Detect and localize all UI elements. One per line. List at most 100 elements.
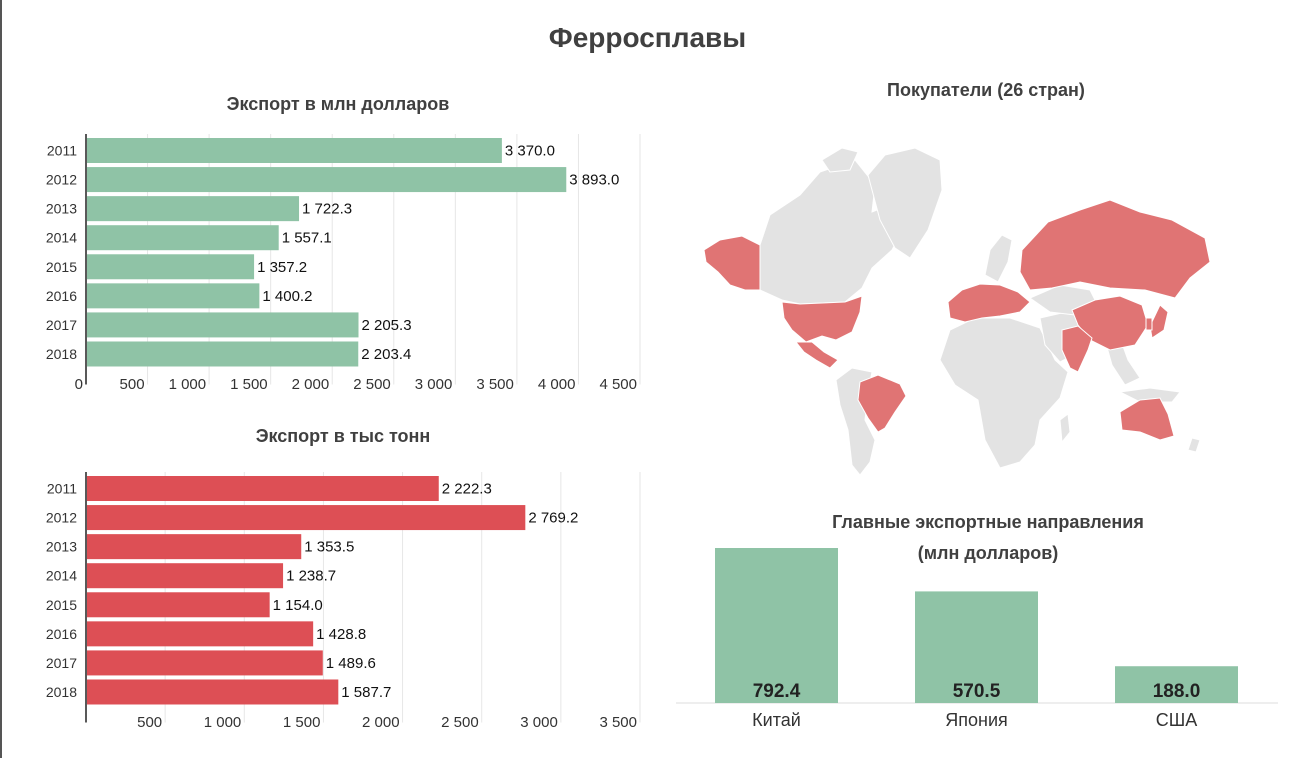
tons-export-chart: 500 1 000 1 500 2 000 2 500 3 000 3 500 2011 2 2… <box>46 472 641 731</box>
x-tick-label: 2 500 <box>441 714 479 731</box>
x-tick-label: 0 <box>75 376 83 393</box>
map-korea <box>1145 317 1153 331</box>
category-label: Китай <box>752 710 801 730</box>
bar <box>87 505 526 531</box>
bar <box>87 563 284 589</box>
bar <box>87 534 302 560</box>
map-australia <box>1119 397 1175 441</box>
bar <box>87 621 314 647</box>
value-label: 1 557.1 <box>282 230 332 247</box>
value-label: 1 400.2 <box>262 288 312 305</box>
category-label: 2016 <box>46 626 77 642</box>
x-tick-label: 2 500 <box>353 376 391 393</box>
value-label: 1 357.2 <box>257 259 307 276</box>
category-label: 2017 <box>46 317 77 333</box>
map-alaska <box>703 235 761 291</box>
destinations-title-line1: Главные экспортные направления <box>832 512 1144 532</box>
map-mexico <box>794 341 839 369</box>
category-label: 2012 <box>46 510 77 526</box>
x-tick-label: 500 <box>120 376 145 393</box>
value-label: 1 154.0 <box>273 597 323 614</box>
value-label: 1 722.3 <box>302 201 352 218</box>
value-label: 2 769.2 <box>528 510 578 527</box>
category-label: 2015 <box>46 259 77 275</box>
map-madagascar <box>1059 413 1071 444</box>
value-label: 3 893.0 <box>569 172 619 189</box>
value-label: 3 370.0 <box>505 143 555 160</box>
bar <box>87 254 255 280</box>
category-label: 2013 <box>46 201 77 217</box>
value-label: 1 428.8 <box>316 626 366 643</box>
category-label: 2013 <box>46 539 77 555</box>
x-tick-label: 4 500 <box>599 376 637 393</box>
x-tick-label: 3 000 <box>415 376 453 393</box>
map-indonesia <box>1118 387 1181 403</box>
value-label: 1 587.7 <box>341 684 391 701</box>
bar <box>87 476 439 501</box>
bar <box>87 341 359 367</box>
bar <box>87 196 300 222</box>
category-label: Япония <box>945 710 1008 730</box>
value-label: 1 238.7 <box>286 568 336 585</box>
x-tick-label: 500 <box>137 714 162 731</box>
value-label: 570.5 <box>953 681 1001 702</box>
value-label: 792.4 <box>753 681 801 702</box>
category-label: 2012 <box>46 172 77 188</box>
map-brazil <box>857 374 907 433</box>
world-map <box>703 147 1211 476</box>
destinations-title-line2: (млн долларов) <box>917 543 1059 563</box>
map-russia <box>1019 199 1211 299</box>
category-label: 2011 <box>47 481 77 497</box>
page-title: Ферросплавы <box>548 22 747 53</box>
x-tick-label: 3 500 <box>476 376 514 393</box>
chart-tons-title: Экспорт в тыс тонн <box>255 426 431 446</box>
x-tick-label: 2 000 <box>362 714 400 731</box>
x-tick-label: 3 000 <box>520 714 558 731</box>
map-title: Покупатели (26 стран) <box>887 80 1085 100</box>
bar <box>915 591 1038 703</box>
x-tick-label: 4 000 <box>538 376 576 393</box>
bar <box>87 650 323 676</box>
category-label: 2018 <box>46 346 77 362</box>
x-tick-label: 1 500 <box>283 714 321 731</box>
bar <box>87 225 279 251</box>
category-label: 2018 <box>46 684 77 700</box>
value-label: 188.0 <box>1153 681 1201 702</box>
map-greenland <box>867 147 943 259</box>
bar <box>87 167 567 193</box>
value-label: 2 222.3 <box>442 481 492 498</box>
x-tick-label: 1 000 <box>169 376 207 393</box>
value-label: 2 203.4 <box>361 346 411 363</box>
map-europe <box>947 283 1031 323</box>
usd-export-chart: 0 500 1 000 1 500 2 000 2 500 3 000 3 500 4 000 4… <box>46 134 641 393</box>
x-tick-label: 3 500 <box>599 714 637 731</box>
value-label: 2 205.3 <box>361 317 411 334</box>
bar <box>715 548 838 703</box>
bar <box>87 312 359 338</box>
bar <box>87 283 260 309</box>
x-tick-label: 2 000 <box>292 376 330 393</box>
category-label: 2011 <box>47 143 77 159</box>
destinations-chart: 792.4 Китай 570.5 Япония 188.0 США <box>676 548 1278 730</box>
bar <box>1115 666 1238 703</box>
chart-usd-title: Экспорт в млн долларов <box>226 94 450 114</box>
bar <box>87 592 270 618</box>
category-label: 2015 <box>46 597 77 613</box>
map-base-countries <box>759 147 1201 476</box>
category-label: 2016 <box>46 288 77 304</box>
category-label: США <box>1156 710 1198 730</box>
x-tick-label: 1 500 <box>230 376 268 393</box>
map-arctic-islands <box>821 147 859 173</box>
bar <box>87 679 339 705</box>
map-africa <box>939 317 1069 469</box>
category-label: 2017 <box>46 655 77 671</box>
category-label: 2014 <box>46 568 77 584</box>
frame-left-border <box>0 0 2 758</box>
value-label: 1 353.5 <box>304 539 354 556</box>
map-usa <box>781 295 863 343</box>
map-new-zealand <box>1187 437 1201 453</box>
map-india <box>1061 325 1093 373</box>
x-tick-label: 1 000 <box>204 714 242 731</box>
map-buyer-countries <box>703 199 1211 441</box>
